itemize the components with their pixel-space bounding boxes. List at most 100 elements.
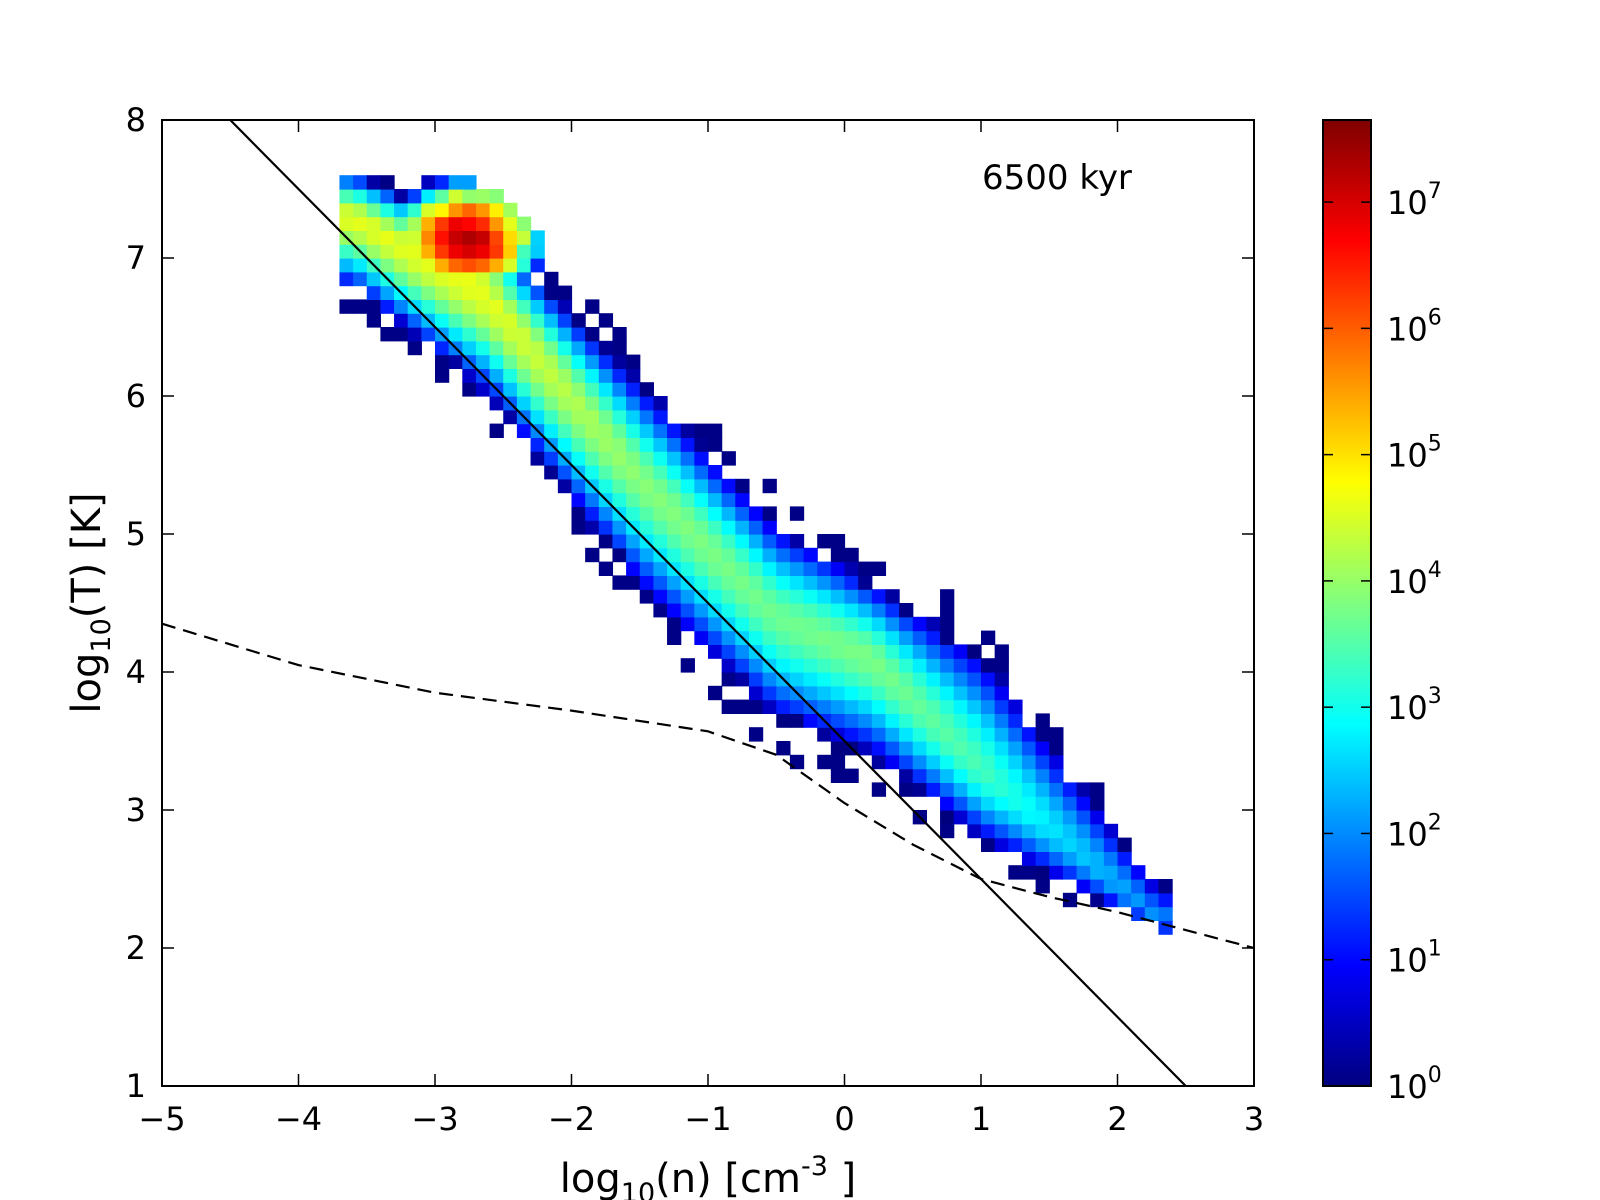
heatmap-cell [1117, 851, 1132, 866]
heatmap-cell [871, 699, 887, 714]
heatmap-cell [803, 630, 818, 645]
heatmap-cell [694, 465, 709, 480]
heatmap-cell [967, 658, 982, 673]
heatmap-cell [994, 741, 1009, 756]
heatmap-cell [435, 202, 450, 218]
heatmap-cell [762, 547, 777, 563]
heatmap-cell [871, 754, 887, 770]
heatmap-cell [776, 741, 791, 756]
heatmap-cell [612, 327, 627, 342]
heatmap-cell [1090, 782, 1105, 797]
heatmap-cell [885, 630, 900, 645]
heatmap-cell [694, 423, 709, 438]
heatmap-cell [748, 727, 764, 742]
heatmap-cell [585, 340, 600, 356]
heatmap-cell [366, 189, 381, 204]
heatmap-cell [544, 409, 559, 425]
heatmap-cell [407, 216, 422, 231]
heatmap-cell [653, 409, 668, 425]
colorbar-tick-label: 105 [1387, 432, 1442, 475]
heatmap-cell [940, 754, 955, 770]
heatmap-cell [940, 644, 955, 659]
heatmap-cell [981, 810, 996, 825]
heatmap-cell [516, 271, 532, 287]
heatmap-cell [489, 244, 504, 259]
heatmap-cell [940, 768, 955, 783]
heatmap-cell [1035, 796, 1050, 811]
heatmap-cell [653, 534, 668, 549]
heatmap-cell [871, 782, 887, 797]
heatmap-cell [435, 175, 450, 190]
x-tick-label: −1 [684, 1100, 731, 1138]
heatmap-cell [1117, 837, 1132, 852]
heatmap-cell [448, 285, 463, 300]
heatmap-cell [544, 368, 559, 383]
heatmap-cell [680, 437, 695, 452]
heatmap-cell [653, 492, 668, 507]
heatmap-cell [830, 534, 846, 549]
heatmap-cell [1062, 837, 1078, 852]
heatmap-cell [762, 630, 777, 645]
heatmap-cell [598, 506, 614, 521]
heatmap-cell [475, 299, 491, 314]
heatmap-cell [380, 285, 395, 300]
heatmap-cell [366, 175, 381, 190]
heatmap-cell [530, 340, 545, 356]
heatmap-cell [967, 754, 982, 770]
heatmap-cell [448, 354, 463, 369]
heatmap-cell [557, 396, 573, 411]
heatmap-cell [789, 754, 805, 770]
heatmap-cell [489, 396, 504, 411]
heatmap-cell [1062, 810, 1078, 825]
heatmap-cell [789, 699, 805, 714]
heatmap-cell [830, 699, 846, 714]
heatmap-cell [844, 727, 859, 742]
heatmap-cell [1049, 782, 1064, 797]
heatmap-cell [1090, 851, 1105, 866]
heatmap-cell [981, 727, 996, 742]
heatmap-cell [721, 630, 736, 645]
heatmap-cell [516, 230, 532, 245]
heatmap-cell [762, 616, 777, 632]
heatmap-cell [489, 327, 504, 342]
heatmap-cell [1021, 727, 1037, 742]
y-axis-ticks: 1 2 3 4 5 6 7 8 [126, 101, 1254, 1105]
heatmap-cell [1076, 782, 1091, 797]
heatmap-cell [421, 258, 436, 273]
heatmap-cell [899, 630, 914, 645]
heatmap-cell [912, 699, 927, 714]
heatmap-cell [871, 561, 887, 576]
heatmap-cell [516, 396, 532, 411]
heatmap-cell [380, 230, 395, 245]
x-tick-label: 0 [834, 1100, 854, 1138]
heatmap-cell [667, 603, 682, 618]
heatmap-cell [462, 216, 477, 231]
heatmap-cell [940, 616, 955, 632]
heatmap-cell [571, 354, 586, 369]
heatmap-cell [680, 506, 695, 521]
heatmap-cell [748, 547, 764, 563]
heatmap-cell [830, 685, 846, 701]
heatmap-cell [871, 741, 887, 756]
heatmap-cell [667, 478, 682, 494]
x-axis-ticks: −5 −4 −3 −2 −1 0 1 2 3 [138, 120, 1264, 1138]
heatmap-cell [475, 340, 491, 356]
heatmap-cell [803, 575, 818, 590]
heatmap-cell [394, 244, 409, 259]
heatmap-cell [516, 340, 532, 356]
heatmap-cell [762, 520, 777, 535]
heatmap-cell [571, 451, 586, 466]
heatmap-cell [721, 603, 736, 618]
heatmap-cell [598, 534, 614, 549]
heatmap-cell [353, 202, 368, 218]
heatmap-cell [871, 727, 887, 742]
heatmap-cell [721, 478, 736, 494]
heatmap-cell [557, 409, 573, 425]
heatmap-cell [748, 534, 764, 549]
heatmap-cell [844, 561, 859, 576]
heatmap-cell [789, 713, 805, 728]
heatmap-cell [612, 437, 627, 452]
heatmap-cell [516, 285, 532, 300]
heatmap-cell [407, 340, 422, 356]
heatmap-cell [435, 340, 450, 356]
